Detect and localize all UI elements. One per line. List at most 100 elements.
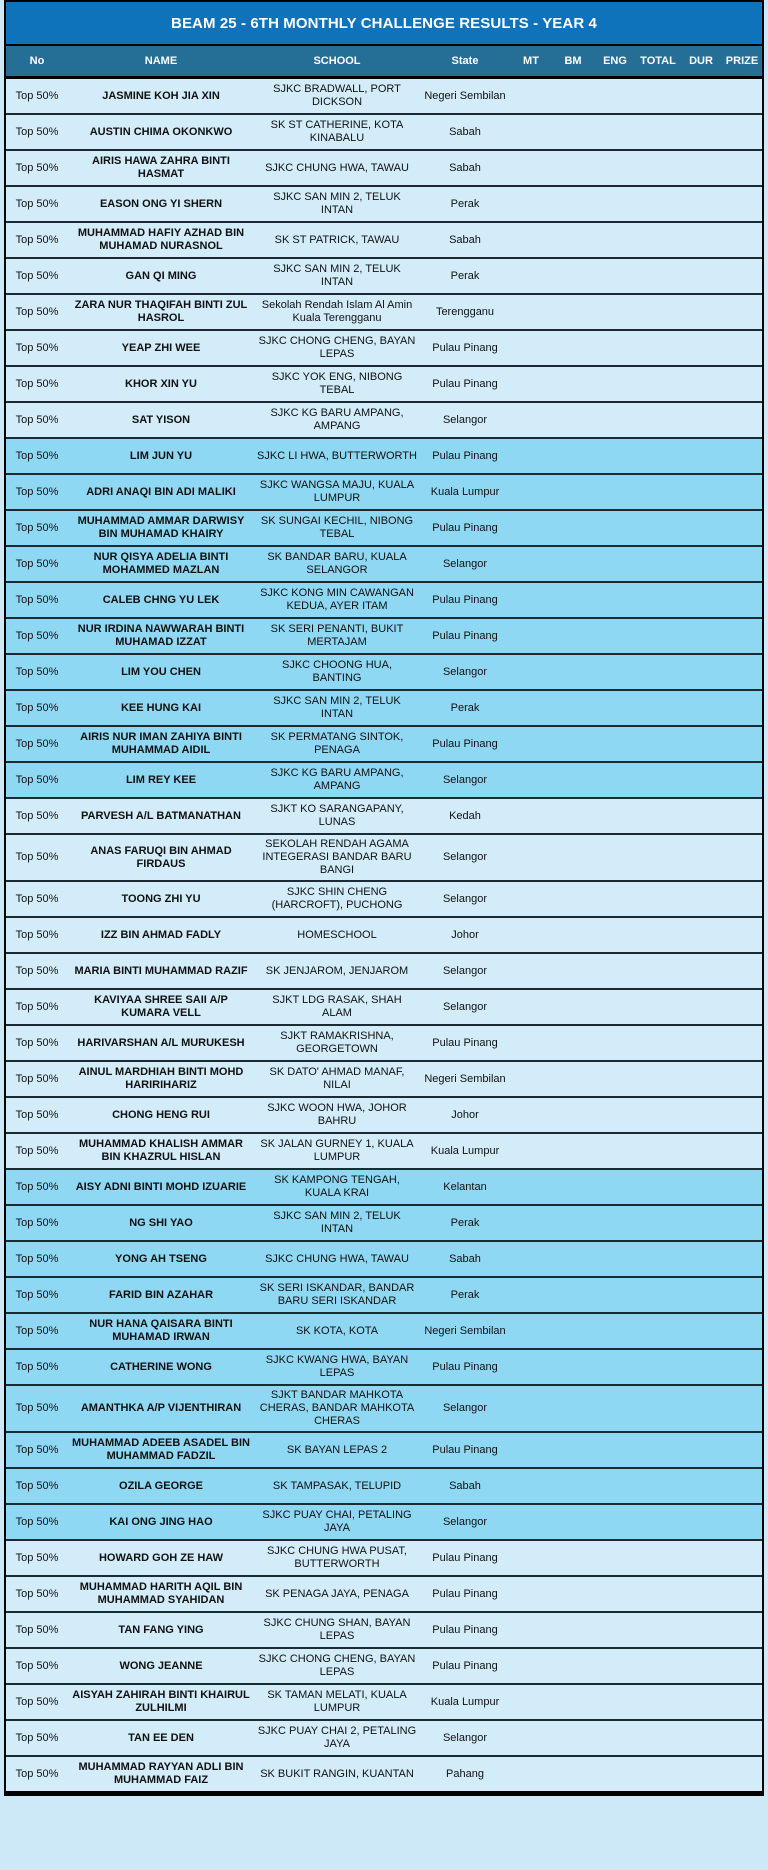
prize-cell — [722, 1206, 762, 1240]
mt-score-cell — [510, 1170, 552, 1204]
total-score-cell — [636, 619, 680, 653]
prize-cell — [722, 1386, 762, 1431]
prize-cell — [722, 691, 762, 725]
bm-score-cell — [552, 403, 594, 437]
column-header-total: TOTAL — [640, 55, 676, 67]
mt-score-cell — [510, 1721, 552, 1755]
rank-cell: Top 50% — [15, 892, 59, 905]
total-score-cell — [636, 954, 680, 988]
mt-score-cell — [510, 439, 552, 473]
prize-cell — [722, 954, 762, 988]
table-row: Top 50% KAVIYAA SHREE SAII A/P KUMARA VE… — [6, 990, 762, 1026]
mt-score-cell — [510, 79, 552, 113]
prize-cell — [722, 1685, 762, 1719]
state-cell: Selangor — [442, 557, 488, 570]
mt-score-cell — [510, 1278, 552, 1312]
rank-cell: Top 50% — [15, 1108, 59, 1121]
column-header-dur: DUR — [689, 55, 713, 67]
eng-score-cell — [594, 259, 636, 293]
total-score-cell — [636, 1721, 680, 1755]
state-cell: Terengganu — [435, 305, 495, 318]
prize-cell — [722, 79, 762, 113]
school-cell: SJKT KO SARANGAPANY, LUNAS — [270, 803, 404, 828]
rank-cell: Top 50% — [15, 851, 59, 863]
school-cell: SJKC WANGSA MAJU, KUALA LUMPUR — [259, 479, 415, 504]
eng-score-cell — [594, 918, 636, 952]
duration-cell — [680, 187, 722, 221]
duration-cell — [680, 727, 722, 761]
school-cell: SK JALAN GURNEY 1, KUALA LUMPUR — [260, 1138, 414, 1163]
school-cell: SK JENJAROM, JENJAROM — [265, 964, 409, 977]
student-name-cell: ZARA NUR THAQIFAH BINTI ZUL HASROL — [74, 299, 248, 324]
duration-cell — [680, 1613, 722, 1647]
table-body: Top 50% JASMINE KOH JIA XIN SJKC BRADWAL… — [6, 79, 762, 1791]
student-name-cell: YONG AH TSENG — [115, 1252, 207, 1265]
table-row: Top 50% MUHAMMAD RAYYAN ADLI BIN MUHAMMA… — [6, 1757, 762, 1791]
mt-score-cell — [510, 1026, 552, 1060]
bm-score-cell — [552, 331, 594, 365]
student-name-cell: TAN FANG YING — [118, 1623, 204, 1636]
state-cell: Pulau Pinang — [432, 1587, 498, 1600]
bm-score-cell — [552, 1721, 594, 1755]
duration-cell — [680, 511, 722, 545]
student-name-cell: LIM YOU CHEN — [121, 665, 201, 678]
duration-cell — [680, 1098, 722, 1132]
total-score-cell — [636, 1505, 680, 1539]
prize-cell — [722, 655, 762, 689]
school-cell: SJKC SHIN CHENG (HARCROFT), PUCHONG — [271, 886, 403, 911]
prize-cell — [722, 511, 762, 545]
eng-score-cell — [594, 954, 636, 988]
state-cell: Kuala Lumpur — [430, 1144, 500, 1157]
state-cell: Pulau Pinang — [432, 377, 498, 390]
duration-cell — [680, 763, 722, 797]
bm-score-cell — [552, 1026, 594, 1060]
eng-score-cell — [594, 1206, 636, 1240]
prize-cell — [722, 1505, 762, 1539]
table-row: Top 50% LIM JUN YU SJKC LI HWA, BUTTERWO… — [6, 439, 762, 475]
state-cell: Johor — [451, 928, 479, 941]
prize-cell — [722, 763, 762, 797]
school-cell: SJKC SAN MIN 2, TELUK INTAN — [273, 191, 401, 216]
mt-score-cell — [510, 1613, 552, 1647]
student-name-cell: MUHAMMAD HARITH AQIL BIN MUHAMMAD SYAHID… — [79, 1581, 243, 1606]
total-score-cell — [636, 403, 680, 437]
total-score-cell — [636, 1278, 680, 1312]
school-cell: SJKC CHONG CHENG, BAYAN LEPAS — [258, 335, 416, 360]
rank-cell: Top 50% — [15, 1000, 59, 1013]
student-name-cell: TOONG ZHI YU — [121, 892, 201, 905]
prize-cell — [722, 475, 762, 509]
total-score-cell — [636, 295, 680, 329]
duration-cell — [680, 583, 722, 617]
prize-cell — [722, 331, 762, 365]
state-cell: Sabah — [449, 161, 481, 174]
rank-cell: Top 50% — [15, 1252, 59, 1265]
duration-cell — [680, 439, 722, 473]
duration-cell — [680, 331, 722, 365]
table-row: Top 50% HARIVARSHAN A/L MURUKESH SJKT RA… — [6, 1026, 762, 1062]
eng-score-cell — [594, 367, 636, 401]
school-cell: SJKC CHUNG HWA PUSAT, BUTTERWORTH — [267, 1545, 407, 1570]
bm-score-cell — [552, 799, 594, 833]
school-cell: SJKT BANDAR MAHKOTA CHERAS, BANDAR MAHKO… — [259, 1389, 415, 1427]
total-score-cell — [636, 990, 680, 1024]
student-name-cell: PARVESH A/L BATMANATHAN — [81, 809, 241, 822]
eng-score-cell — [594, 882, 636, 916]
student-name-cell: WONG JEANNE — [119, 1659, 203, 1672]
eng-score-cell — [594, 1613, 636, 1647]
total-score-cell — [636, 1649, 680, 1683]
mt-score-cell — [510, 1062, 552, 1096]
school-cell: SK KOTA, KOTA — [295, 1324, 379, 1337]
eng-score-cell — [594, 727, 636, 761]
bm-score-cell — [552, 511, 594, 545]
bm-score-cell — [552, 187, 594, 221]
student-name-cell: IZZ BIN AHMAD FADLY — [100, 928, 222, 941]
eng-score-cell — [594, 1721, 636, 1755]
total-score-cell — [636, 259, 680, 293]
bm-score-cell — [552, 475, 594, 509]
mt-score-cell — [510, 223, 552, 257]
rank-cell: Top 50% — [15, 1216, 59, 1229]
rank-cell: Top 50% — [15, 305, 59, 318]
eng-score-cell — [594, 439, 636, 473]
eng-score-cell — [594, 187, 636, 221]
state-cell: Negeri Sembilan — [424, 1324, 506, 1337]
